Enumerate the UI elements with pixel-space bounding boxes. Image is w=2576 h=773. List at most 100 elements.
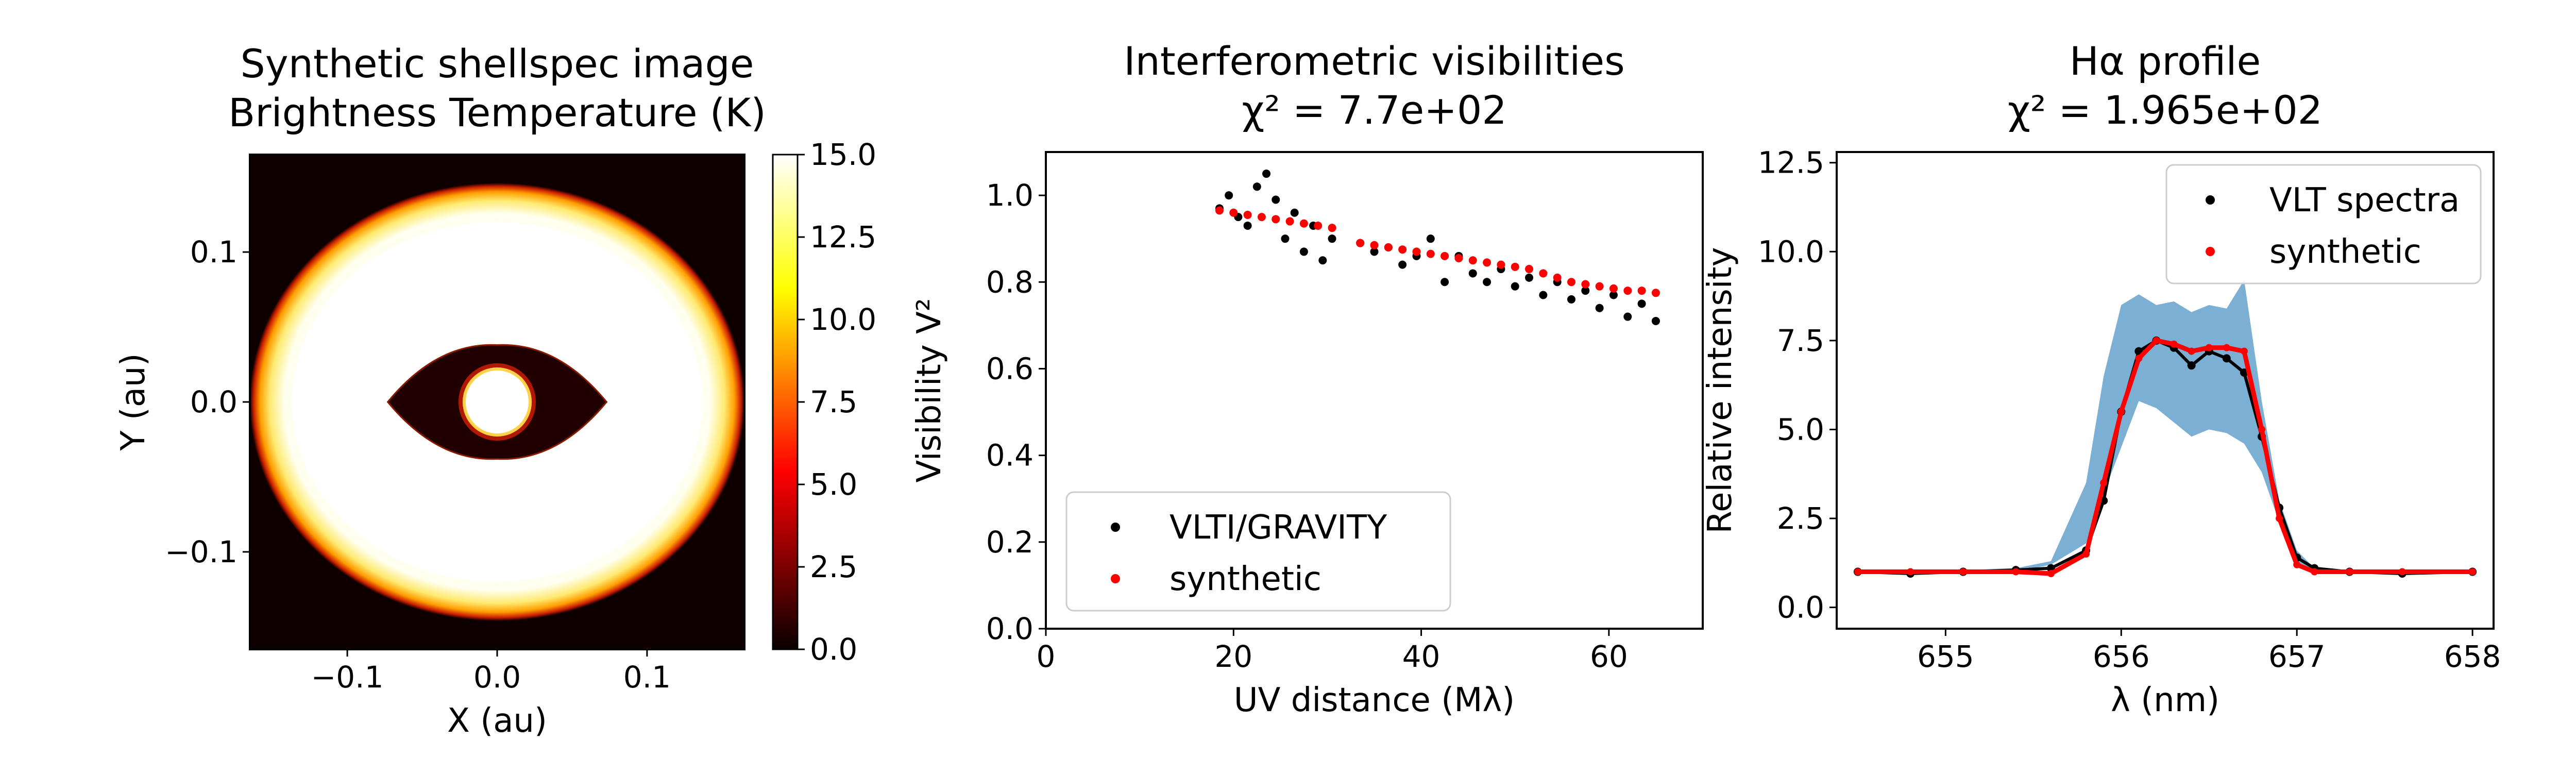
colorbar-tick-label: 0.0 [810, 632, 857, 667]
synthetic-point [1257, 213, 1266, 222]
observed-point [1243, 221, 1252, 230]
visibility-points [1215, 170, 1660, 325]
synthetic-point [2258, 426, 2265, 433]
axes-frame [1836, 151, 2495, 630]
synthetic-point [1454, 254, 1463, 263]
chart-subtitle: χ² = 7.7e+02 [1242, 87, 1506, 133]
observed-point [2187, 361, 2196, 370]
colorbar-tick-label: 2.5 [810, 549, 857, 584]
y-axis-label: Relative intensity [1701, 247, 1739, 534]
synthetic-point [1959, 568, 1967, 576]
synthetic-point [2082, 550, 2090, 558]
chart-subtitle: Brightness Temperature (K) [228, 90, 766, 136]
synthetic-point [2293, 561, 2301, 568]
colorbar [773, 155, 798, 649]
observed-point [1525, 273, 1534, 282]
y-tick-label: 12.5 [1758, 145, 1824, 180]
y-tick-label: 1.0 [986, 178, 1033, 213]
y-tick-label: 0.4 [986, 438, 1033, 473]
synthetic-point [1595, 282, 1604, 291]
y-tick-label: 0.6 [986, 351, 1033, 386]
observed-point [1398, 260, 1407, 269]
x-tick-label: 655 [1917, 639, 1974, 674]
synthetic-point [2117, 408, 2125, 415]
x-tick-label: 658 [2444, 639, 2501, 674]
synthetic-point [2240, 347, 2248, 355]
legend-marker [2206, 195, 2215, 205]
x-tick-label: 60 [1590, 639, 1628, 674]
observed-point [1623, 312, 1632, 321]
observed-point [1426, 234, 1435, 243]
chart-subtitle: χ² = 1.965e+02 [2008, 87, 2323, 133]
legend-label: synthetic [1170, 560, 1321, 598]
observed-point [1299, 247, 1308, 256]
observed-point [1595, 304, 1604, 312]
observed-point [1440, 278, 1449, 287]
synthetic-point [1651, 289, 1660, 297]
synthetic-point [1398, 245, 1407, 254]
observed-point [1262, 170, 1271, 178]
observed-point [1539, 291, 1548, 299]
synthetic-point [1356, 239, 1365, 247]
synthetic-point [1637, 287, 1646, 295]
y-tick-label: 2.5 [1777, 501, 1824, 536]
uncertainty-band [1857, 280, 2473, 574]
x-tick-label: −0.1 [311, 660, 384, 695]
synthetic-point [1370, 241, 1379, 249]
central-star [465, 370, 529, 434]
observed-point [1609, 291, 1618, 299]
colorbar-tick-label: 7.5 [810, 384, 857, 419]
x-axis-label: λ (nm) [2111, 681, 2219, 719]
observed-point [1328, 234, 1336, 243]
synthetic-point [1328, 224, 1336, 232]
synthetic-point [2170, 340, 2178, 348]
synthetic-point [2188, 347, 2195, 355]
observed-point [1281, 234, 1290, 243]
chart-title: Interferometric visibilities [1124, 38, 1625, 84]
observed-point [1468, 269, 1477, 278]
y-tick-label: −0.1 [165, 534, 238, 569]
observed-point [1567, 295, 1575, 304]
observed-point [1318, 256, 1327, 265]
synthetic-point [1468, 256, 1477, 265]
colorbar-tick-label: 12.5 [810, 220, 876, 255]
synthetic-point [2311, 568, 2318, 576]
synthetic-point [1623, 287, 1632, 295]
observed-point [1637, 299, 1646, 308]
observed-point [1483, 278, 1492, 287]
synthetic-point [1581, 280, 1590, 289]
x-tick-label: 0.0 [473, 660, 521, 695]
observed-point [1252, 182, 1261, 191]
synthetic-point [2469, 568, 2477, 576]
synthetic-point [1483, 258, 1492, 267]
cavity-edge [386, 344, 608, 460]
observed-point [1370, 247, 1379, 256]
synthetic-point [2012, 568, 2020, 576]
synthetic-point [2346, 568, 2353, 576]
synthetic-point [1854, 568, 1861, 576]
legend-marker [1111, 523, 1120, 532]
y-tick-label: 0.0 [1777, 590, 1824, 625]
synthetic-point [2153, 337, 2160, 344]
x-tick-label: 40 [1402, 639, 1440, 674]
y-axis-label: Y (au) [114, 353, 152, 451]
synthetic-point [1285, 217, 1294, 226]
synthetic-point [2100, 479, 2108, 486]
y-axis-label: Visibility V² [910, 298, 948, 483]
x-axis-label: UV distance (Mλ) [1234, 681, 1515, 719]
observed-profile [1857, 339, 2473, 576]
observed-point [1511, 282, 1519, 291]
synthetic-point [1907, 568, 1914, 576]
synthetic-point [1384, 243, 1393, 251]
legend-label: synthetic [2269, 233, 2421, 271]
x-tick-label: 0 [1037, 639, 1056, 674]
synthetic-point [2205, 344, 2213, 351]
y-tick-label: 0.8 [986, 264, 1033, 299]
legend-label: VLTI/GRAVITY [1170, 509, 1387, 547]
colorbar-tick-label: 10.0 [810, 302, 876, 337]
synthetic-point [1243, 210, 1252, 219]
synthetic-point [1314, 221, 1323, 230]
synthetic-point [1525, 265, 1534, 274]
